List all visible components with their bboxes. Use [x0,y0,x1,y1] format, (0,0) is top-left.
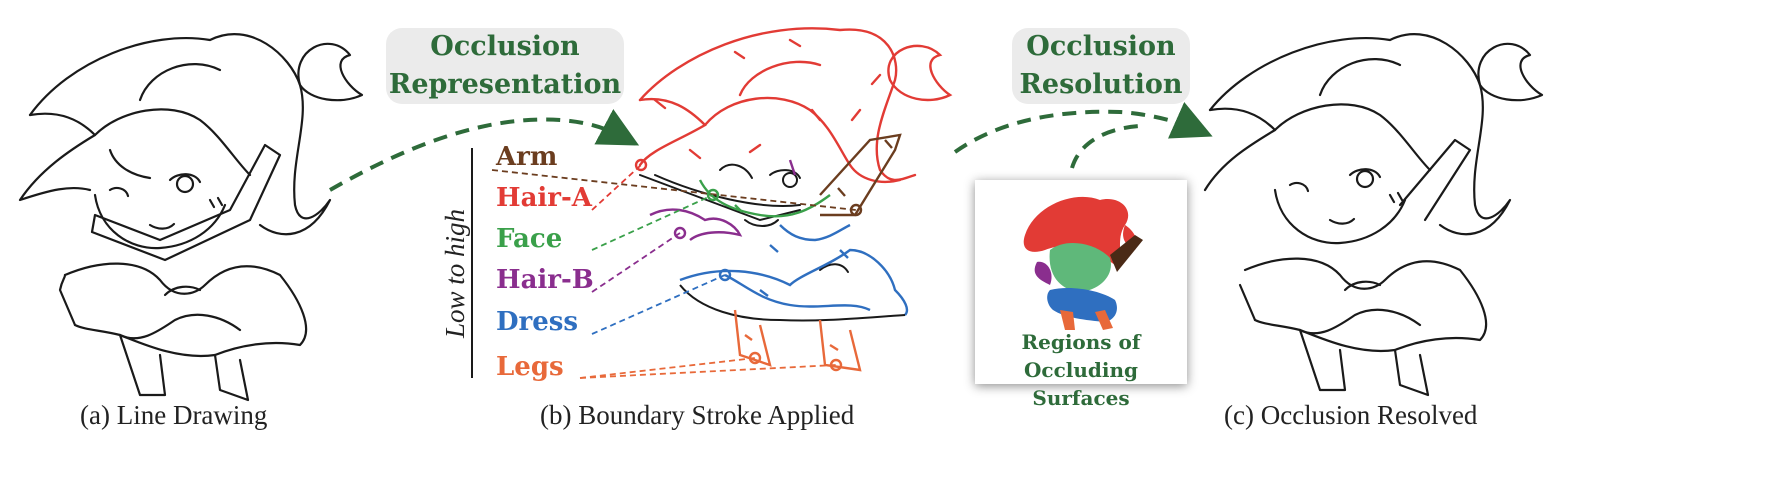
bubble-representation-line2: Representation [388,69,622,100]
layer-label-face: Face [496,224,563,254]
bubble-resolution-line2: Resolution [1019,69,1183,100]
caption-boundary-stroke: (b) Boundary Stroke Applied [540,400,855,430]
bubble-representation-line1: Occlusion [430,31,580,62]
layer-label-legs: Legs [496,352,564,382]
order-axis-label: Low to high [440,208,470,338]
line-drawing-a [18,33,364,402]
layer-label-dress: Dress [496,307,579,337]
occlusion-representation-label: Occlusion Representation [386,28,624,104]
arrow-representation [329,109,640,192]
inset-caption-line2: Occluding Surfaces [1023,358,1139,410]
layer-label-hair-a: Hair-A [496,183,592,213]
layer-label-arm: Arm [496,142,558,172]
boundary-face [698,179,831,218]
bubble-resolution-line1: Occlusion [1026,31,1176,62]
caption-occlusion-resolved: (c) Occlusion Resolved [1224,400,1478,430]
caption-line-drawing: (a) Line Drawing [80,400,268,430]
inset-caption-line1: Regions of [1021,330,1141,354]
arrow-resolution [953,101,1213,154]
boundary-dress [679,223,909,316]
boundary-hair-b [649,159,797,241]
layer-leaders [491,164,857,379]
occluding-regions-inset: Regions of Occluding Surfaces [975,180,1187,410]
line-drawing-c [1203,33,1544,397]
line-drawing-b [639,163,849,273]
boundary-hair-a [634,27,953,184]
arrow-inset [1070,124,1141,169]
layer-label-hair-b: Hair-B [496,265,594,295]
occluding-regions-map [1023,196,1143,330]
occlusion-resolution-label: Occlusion Resolution [1012,28,1190,104]
